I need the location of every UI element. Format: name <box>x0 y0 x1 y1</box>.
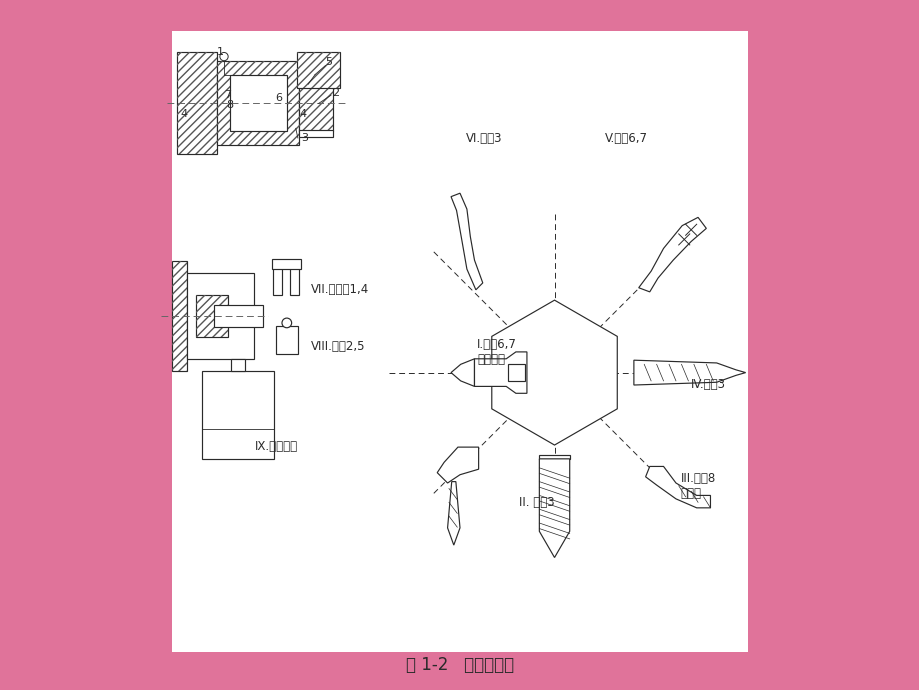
Bar <box>172 261 187 371</box>
Polygon shape <box>437 447 478 483</box>
Text: II. 钻孔3: II. 钻孔3 <box>518 496 553 509</box>
Bar <box>297 52 340 88</box>
Text: VIII.倒角2,5: VIII.倒角2,5 <box>311 340 365 353</box>
Polygon shape <box>539 459 569 558</box>
Bar <box>187 273 255 359</box>
Polygon shape <box>638 217 706 292</box>
Bar <box>230 75 287 131</box>
Text: 1: 1 <box>216 48 223 57</box>
Text: III.挖槽8
倒内角: III.挖槽8 倒内角 <box>680 473 715 500</box>
Bar <box>271 259 301 269</box>
Polygon shape <box>507 364 524 381</box>
Bar <box>298 75 333 131</box>
Text: 6: 6 <box>276 93 282 103</box>
Bar <box>172 31 747 652</box>
Polygon shape <box>492 300 617 445</box>
Text: 2: 2 <box>332 88 339 98</box>
Text: 8: 8 <box>226 100 233 110</box>
Bar <box>298 75 333 131</box>
Text: VII.车端面1,4: VII.车端面1,4 <box>311 284 369 296</box>
Bar <box>176 52 217 154</box>
Bar <box>539 455 569 459</box>
Bar <box>273 268 282 295</box>
Circle shape <box>282 318 291 328</box>
Bar <box>297 52 340 88</box>
Polygon shape <box>450 359 474 386</box>
Bar <box>214 305 263 327</box>
Bar <box>298 130 333 137</box>
Bar <box>217 61 298 145</box>
Text: 3: 3 <box>301 133 308 143</box>
Bar <box>197 295 228 337</box>
Circle shape <box>220 52 228 61</box>
Polygon shape <box>633 360 745 385</box>
Text: VI.铰孔3: VI.铰孔3 <box>465 132 502 144</box>
Bar <box>197 295 228 337</box>
Bar <box>172 261 187 371</box>
Text: IV.扩孔3: IV.扩孔3 <box>690 378 725 391</box>
Bar <box>290 268 299 295</box>
Text: V.精车6,7: V.精车6,7 <box>605 132 647 144</box>
Bar <box>231 359 244 371</box>
Text: IX.切空刀槽: IX.切空刀槽 <box>255 440 298 453</box>
Text: 4: 4 <box>300 109 307 119</box>
Bar <box>217 61 298 145</box>
Bar <box>176 52 217 154</box>
Text: I.粗车6,7
钻中心孔: I.粗车6,7 钻中心孔 <box>477 338 516 366</box>
Polygon shape <box>448 482 460 545</box>
Text: 7: 7 <box>223 90 231 100</box>
Bar <box>202 371 274 459</box>
Polygon shape <box>645 466 709 508</box>
Polygon shape <box>450 193 482 290</box>
Text: 图 1-2   多工位加工: 图 1-2 多工位加工 <box>405 656 514 674</box>
Bar <box>276 326 298 354</box>
Text: 4: 4 <box>180 109 187 119</box>
Polygon shape <box>474 352 527 393</box>
Text: 5: 5 <box>325 57 332 67</box>
